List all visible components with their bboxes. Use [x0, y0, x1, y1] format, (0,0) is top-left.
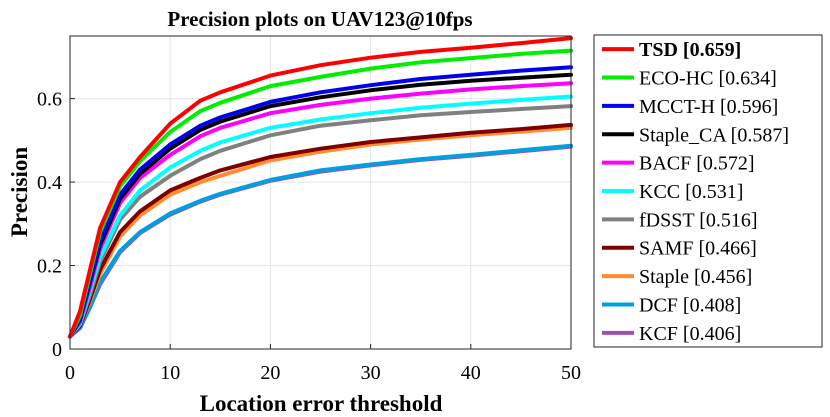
series-line	[68, 104, 573, 339]
y-ticks: 0 0.2 0.4 0.6	[37, 89, 75, 361]
chart-title: Precision plots on UAV123@10fps	[167, 7, 472, 31]
legend-label: fDSST [0.516]	[639, 209, 758, 231]
y-tick-label: 0.6	[37, 89, 62, 111]
plot-frame	[69, 35, 572, 350]
legend-label: MCCT-H [0.596]	[639, 96, 778, 118]
legend-label: TSD [0.659]	[639, 39, 741, 61]
y-axis-label: Precision	[7, 147, 32, 237]
legend-label: KCC [0.531]	[639, 181, 743, 203]
x-tick-label: 0	[65, 362, 75, 384]
legend: TSD [0.659] ECO-HC [0.634] MCCT-H [0.596] S…	[593, 34, 823, 348]
x-tick-label: 50	[561, 362, 581, 384]
legend-label: DCF [0.408]	[639, 294, 741, 316]
x-ticks: 0 10 20 30 40 50	[65, 344, 581, 384]
legend-label: Staple [0.456]	[639, 266, 752, 288]
series-line	[68, 36, 573, 339]
legend-label: Staple_CA [0.587]	[639, 124, 789, 146]
x-tick-label: 10	[160, 362, 180, 384]
legend-label: ECO-HC [0.634]	[639, 68, 777, 90]
series-line	[68, 65, 573, 339]
series-lines	[68, 36, 573, 339]
x-axis-label: Location error threshold	[200, 391, 443, 416]
series-line	[68, 143, 573, 339]
x-tick-label: 20	[260, 362, 280, 384]
y-tick-label: 0.2	[37, 256, 62, 278]
x-tick-label: 40	[461, 362, 481, 384]
legend-label: SAMF [0.466]	[639, 238, 757, 260]
x-tick-label: 30	[361, 362, 381, 384]
legend-label: KCF [0.406]	[639, 323, 741, 345]
legend-label: BACF [0.572]	[639, 153, 755, 175]
y-tick-label: 0	[52, 339, 62, 361]
y-tick-label: 0.4	[37, 172, 62, 194]
